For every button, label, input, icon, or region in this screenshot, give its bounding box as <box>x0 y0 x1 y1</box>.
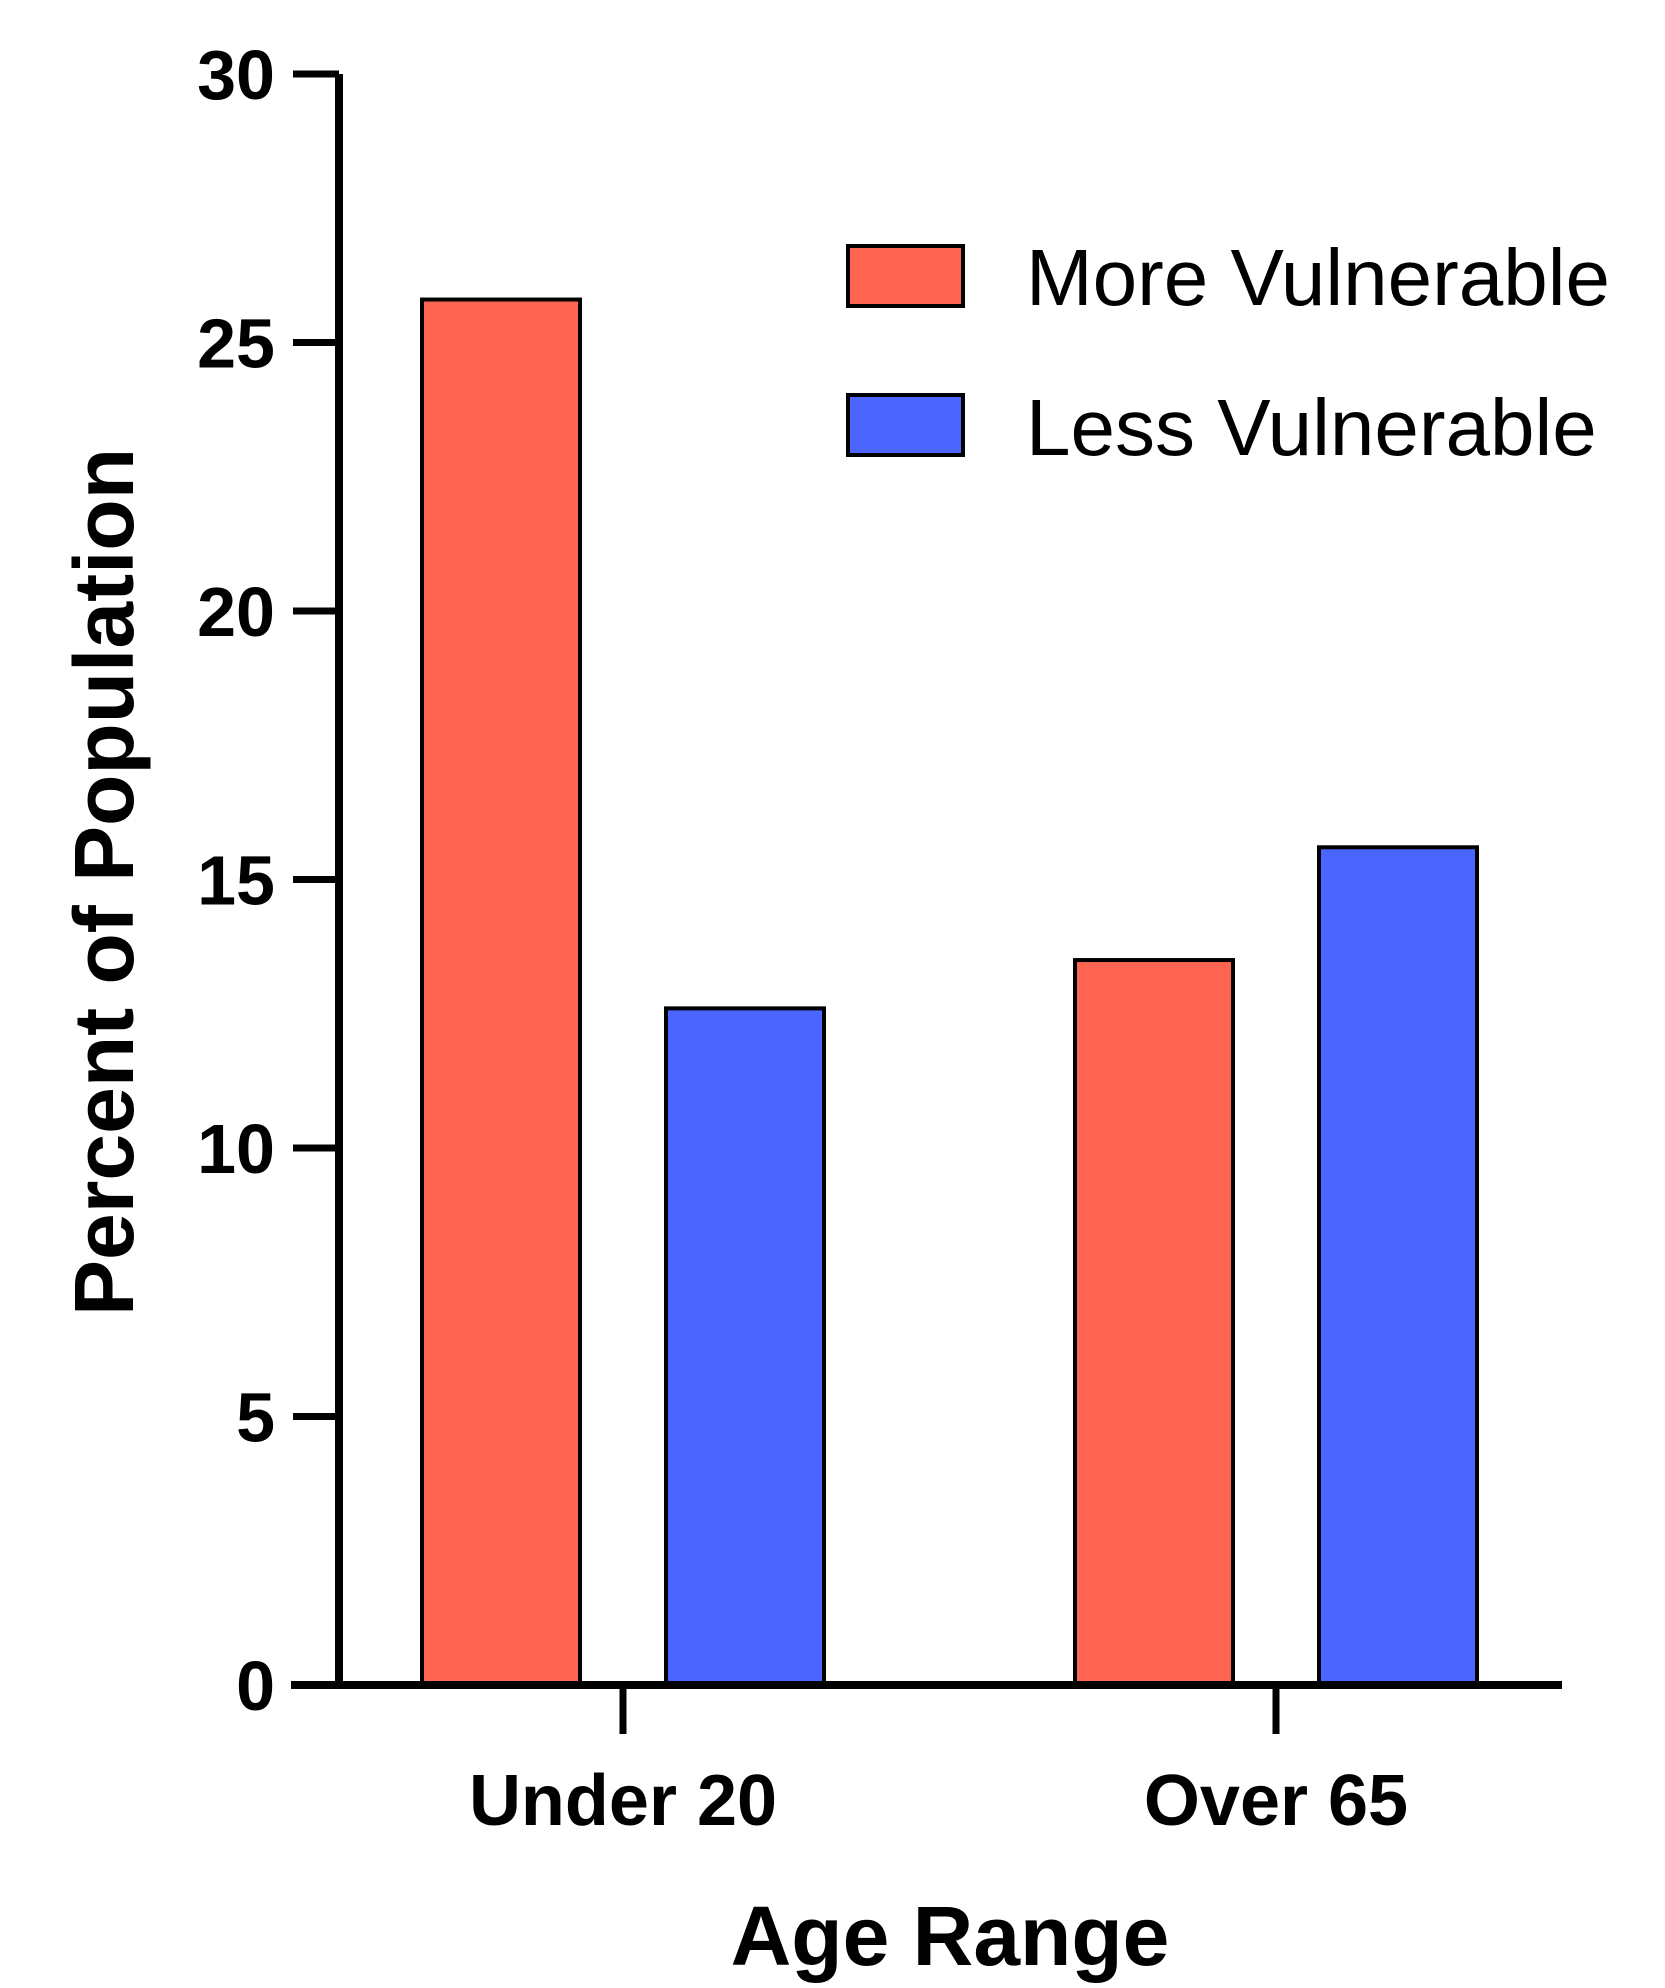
legend-swatch-more-vulnerable <box>846 244 965 308</box>
y-tick-label-5: 5 <box>236 1379 275 1457</box>
y-ticks-layer: 0 5 10 15 20 25 30 <box>197 36 339 1725</box>
x-ticks-layer: Under 20 Over 65 <box>469 1685 1408 1841</box>
y-axis-title: Percent of Population <box>57 448 151 1316</box>
y-tick-label-10: 10 <box>197 1110 275 1188</box>
bar-less-vulnerable-over-65 <box>1317 845 1479 1687</box>
y-tick-label-30: 30 <box>197 36 275 114</box>
legend-label-less-vulnerable: Less Vulnerable <box>1026 383 1597 472</box>
bar-less-vulnerable-under-20 <box>664 1006 826 1687</box>
x-axis-title: Age Range <box>731 1889 1170 1983</box>
legend-label-more-vulnerable: More Vulnerable <box>1026 233 1610 322</box>
y-tick-label-15: 15 <box>197 842 275 920</box>
x-tick-label-over-65: Over 65 <box>1144 1761 1408 1841</box>
bars-layer <box>420 297 1479 1687</box>
y-tick-label-25: 25 <box>197 305 275 383</box>
legend-swatch-less-vulnerable <box>846 393 965 457</box>
y-tick-label-20: 20 <box>197 573 275 651</box>
legend: More Vulnerable Less Vulnerable <box>846 233 1610 472</box>
x-tick-label-under-20: Under 20 <box>469 1761 777 1841</box>
bar-more-vulnerable-under-20 <box>420 297 582 1687</box>
y-tick-label-0: 0 <box>236 1647 275 1725</box>
bar-more-vulnerable-over-65 <box>1073 958 1235 1687</box>
